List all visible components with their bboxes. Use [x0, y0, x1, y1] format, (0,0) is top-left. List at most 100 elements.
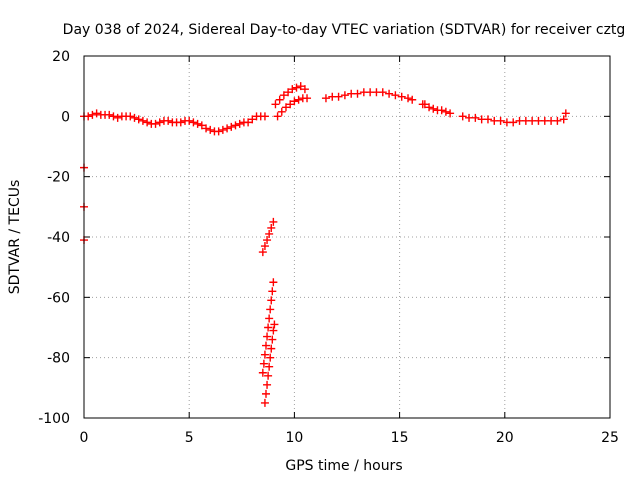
x-tick-label: 10: [285, 430, 303, 446]
x-tick-label: 15: [391, 430, 409, 446]
data-point: [273, 112, 282, 121]
data-point: [286, 100, 295, 109]
data-point: [261, 341, 270, 350]
data-point: [420, 100, 429, 109]
tick-labels: 0 5 10 15 20 25 20 0 -20 -40 -60 -80 -100: [38, 49, 619, 446]
data-point: [126, 112, 135, 121]
data-points: [80, 82, 570, 407]
data-point: [265, 314, 274, 323]
data-point: [260, 242, 269, 251]
data-point: [235, 119, 244, 128]
data-point: [391, 91, 400, 100]
data-point: [267, 296, 276, 305]
data-point: [134, 115, 143, 124]
y-axis-label: SDTVAR / TECUs: [7, 180, 23, 295]
data-point: [553, 116, 562, 125]
data-point: [269, 278, 278, 287]
data-point: [281, 103, 290, 112]
data-point: [260, 398, 269, 407]
y-tick-label: 20: [52, 49, 70, 65]
x-tick-label: 25: [601, 430, 619, 446]
y-tick-label: -40: [47, 230, 70, 246]
data-point: [509, 118, 518, 127]
data-point: [353, 89, 362, 98]
data-point: [408, 95, 417, 104]
data-point: [267, 223, 276, 232]
data-point: [105, 110, 114, 119]
data-point: [483, 115, 492, 124]
data-point: [264, 371, 273, 380]
data-point: [248, 115, 257, 124]
data-point: [260, 350, 269, 359]
data-point: [290, 97, 299, 106]
data-point: [270, 320, 279, 329]
data-point: [176, 118, 185, 127]
x-tick-label: 20: [496, 430, 514, 446]
data-point: [340, 91, 349, 100]
data-point: [300, 85, 309, 94]
data-point: [321, 94, 330, 103]
data-point: [113, 113, 122, 122]
data-point: [397, 92, 406, 101]
data-point: [271, 100, 280, 109]
data-point: [130, 113, 139, 122]
data-point: [261, 389, 270, 398]
data-point: [155, 118, 164, 127]
data-point: [223, 124, 232, 133]
data-point: [189, 118, 198, 127]
axis-ticks: [83, 55, 611, 419]
data-point: [292, 83, 301, 92]
data-point: [258, 248, 267, 257]
data-point: [266, 353, 275, 362]
data-point: [268, 335, 277, 344]
data-point: [218, 125, 227, 134]
x-axis-label: GPS time / hours: [285, 458, 402, 474]
data-point: [231, 121, 240, 130]
data-point: [471, 113, 480, 122]
data-point: [227, 122, 236, 131]
data-point: [84, 112, 93, 121]
data-point: [458, 112, 467, 121]
data-point: [92, 109, 101, 118]
plot-frame: [83, 55, 611, 419]
data-point: [143, 118, 152, 127]
data-point: [214, 127, 223, 136]
data-point: [385, 89, 394, 98]
data-point: [138, 116, 147, 125]
data-point: [378, 88, 387, 97]
data-point: [279, 91, 288, 100]
data-point: [265, 229, 274, 238]
data-point: [294, 95, 303, 104]
x-tick-label: 0: [80, 430, 89, 446]
data-point: [404, 94, 413, 103]
y-tick-label: -80: [47, 351, 70, 367]
data-point: [185, 116, 194, 125]
data-point: [559, 115, 568, 124]
data-point: [151, 119, 160, 128]
data-point: [429, 104, 438, 113]
data-point: [303, 94, 312, 103]
data-point: [263, 380, 272, 389]
data-point: [164, 116, 173, 125]
data-point: [259, 359, 268, 368]
data-point: [561, 109, 570, 118]
data-point: [284, 88, 293, 97]
data-point: [260, 112, 269, 121]
data-point: [193, 119, 202, 128]
data-point: [202, 124, 211, 133]
data-point: [269, 326, 278, 335]
data-point: [269, 217, 278, 226]
data-point: [206, 125, 215, 134]
y-tick-label: 0: [61, 109, 70, 125]
data-point: [441, 107, 450, 116]
data-point: [265, 362, 274, 371]
y-tick-label: -100: [38, 411, 70, 427]
data-point: [263, 236, 272, 245]
y-tick-label: -20: [47, 170, 70, 186]
data-point: [258, 368, 267, 377]
data-point: [296, 82, 305, 91]
data-point: [496, 116, 505, 125]
chart-title: Day 038 of 2024, Sidereal Day-to-day VTE…: [63, 22, 626, 38]
data-point: [266, 305, 275, 314]
